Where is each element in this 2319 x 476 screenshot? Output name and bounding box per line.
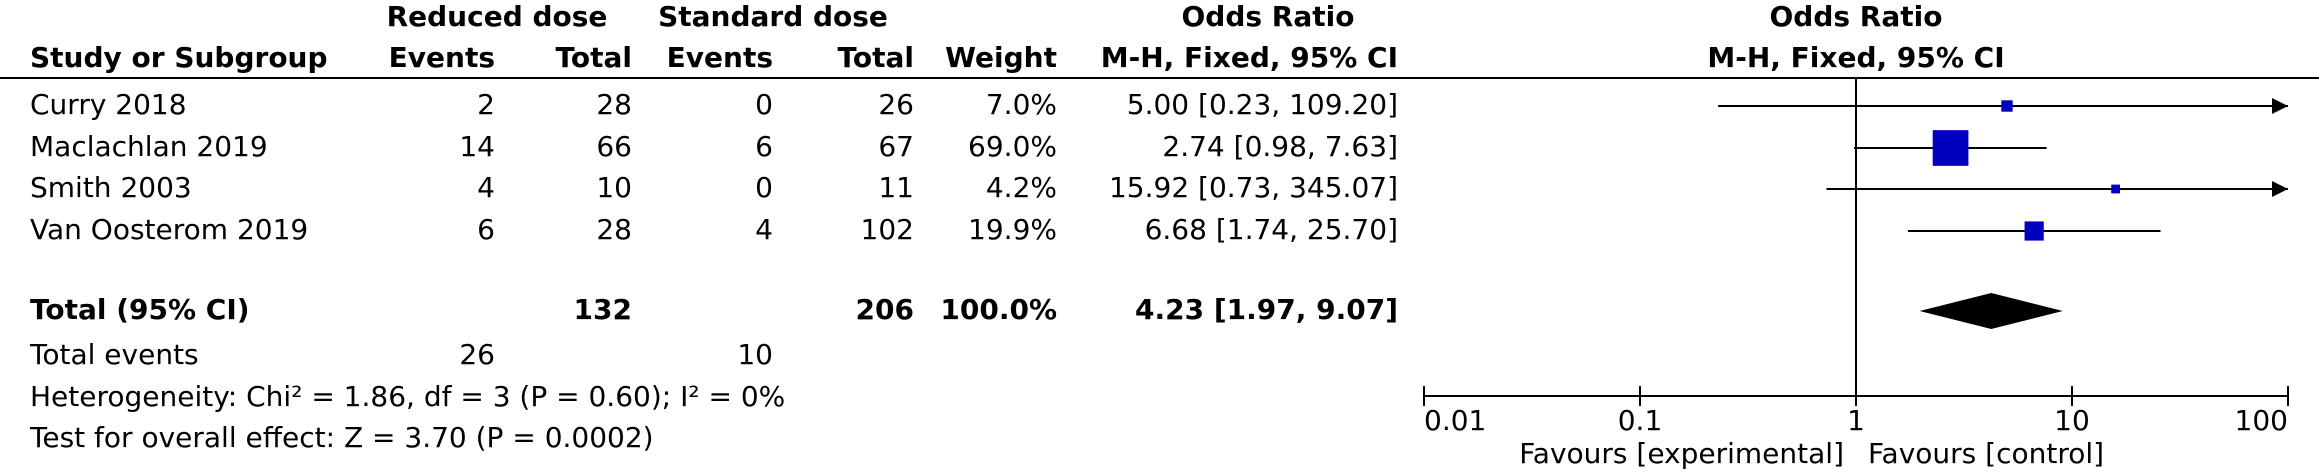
ci-label: 6.68 [1.74, 25.70] bbox=[1145, 213, 1398, 246]
study-square bbox=[2024, 221, 2044, 241]
total-ctrl: 11 bbox=[878, 171, 914, 204]
column-header: Total bbox=[838, 41, 915, 74]
favours-left: Favours [experimental] bbox=[1519, 437, 1844, 470]
study-name: Van Oosterom 2019 bbox=[30, 213, 308, 246]
total-events-label: Total events bbox=[29, 338, 199, 371]
ci-label: 15.92 [0.73, 345.07] bbox=[1109, 171, 1398, 204]
column-header: Weight bbox=[945, 41, 1057, 74]
total-ci-label: 4.23 [1.97, 9.07] bbox=[1135, 293, 1398, 326]
column-header: M-H, Fixed, 95% CI bbox=[1101, 41, 1398, 74]
events-ctrl: 4 bbox=[755, 213, 773, 246]
group-header: Odds Ratio bbox=[1182, 0, 1355, 33]
total-diamond bbox=[1919, 293, 2063, 329]
total-ctrl: 67 bbox=[878, 130, 914, 163]
column-header: Study or Subgroup bbox=[30, 41, 328, 74]
events-exp: 4 bbox=[477, 171, 495, 204]
events-exp: 6 bbox=[477, 213, 495, 246]
weight: 4.2% bbox=[986, 171, 1057, 204]
x-tick-label: 1 bbox=[1847, 404, 1865, 437]
study-name: Maclachlan 2019 bbox=[30, 130, 268, 163]
total-ctrl: 26 bbox=[878, 88, 914, 121]
x-tick-label: 0.01 bbox=[1424, 404, 1486, 437]
events-ctrl: 0 bbox=[755, 88, 773, 121]
weight: 7.0% bbox=[986, 88, 1057, 121]
total-weight: 100.0% bbox=[940, 293, 1057, 326]
events-ctrl: 6 bbox=[755, 130, 773, 163]
column-header: Events bbox=[667, 41, 773, 74]
favours-right: Favours [control] bbox=[1868, 437, 2104, 470]
ci-label: 5.00 [0.23, 109.20] bbox=[1127, 88, 1398, 121]
ci-label: 2.74 [0.98, 7.63] bbox=[1162, 130, 1398, 163]
total-exp: 10 bbox=[596, 171, 632, 204]
total-exp: 66 bbox=[596, 130, 632, 163]
total-ctrl: 206 bbox=[856, 293, 914, 326]
study-square bbox=[2111, 184, 2121, 194]
x-tick-label: 100 bbox=[2235, 404, 2288, 437]
column-header: Events bbox=[389, 41, 495, 74]
x-tick-label: 0.1 bbox=[1618, 404, 1663, 437]
group-header: Reduced dose bbox=[387, 0, 608, 33]
x-tick-label: 10 bbox=[2054, 404, 2090, 437]
heterogeneity: Heterogeneity: Chi² = 1.86, df = 3 (P = … bbox=[30, 380, 785, 413]
total-ctrl: 102 bbox=[861, 213, 914, 246]
events-ctrl: 0 bbox=[755, 171, 773, 204]
total-exp: 28 bbox=[596, 213, 632, 246]
column-header: M-H, Fixed, 95% CI bbox=[1707, 41, 2004, 74]
total-name: Total (95% CI) bbox=[30, 293, 250, 326]
total-events-exp: 26 bbox=[459, 338, 495, 371]
events-exp: 14 bbox=[459, 130, 495, 163]
weight: 69.0% bbox=[968, 130, 1057, 163]
weight: 19.9% bbox=[968, 213, 1057, 246]
group-header: Standard dose bbox=[658, 0, 888, 33]
study-name: Smith 2003 bbox=[30, 171, 192, 204]
study-square bbox=[2001, 100, 2013, 112]
total-exp: 28 bbox=[596, 88, 632, 121]
ci-arrow bbox=[2272, 98, 2288, 114]
overall-effect: Test for overall effect: Z = 3.70 (P = 0… bbox=[29, 421, 654, 454]
study-square bbox=[1932, 130, 1969, 166]
total-events-ctrl: 10 bbox=[737, 338, 773, 371]
study-name: Curry 2018 bbox=[30, 88, 187, 121]
column-header: Total bbox=[556, 41, 633, 74]
total-exp: 132 bbox=[574, 293, 632, 326]
events-exp: 2 bbox=[477, 88, 495, 121]
ci-arrow bbox=[2272, 181, 2288, 197]
group-header: Odds Ratio bbox=[1770, 0, 1943, 33]
